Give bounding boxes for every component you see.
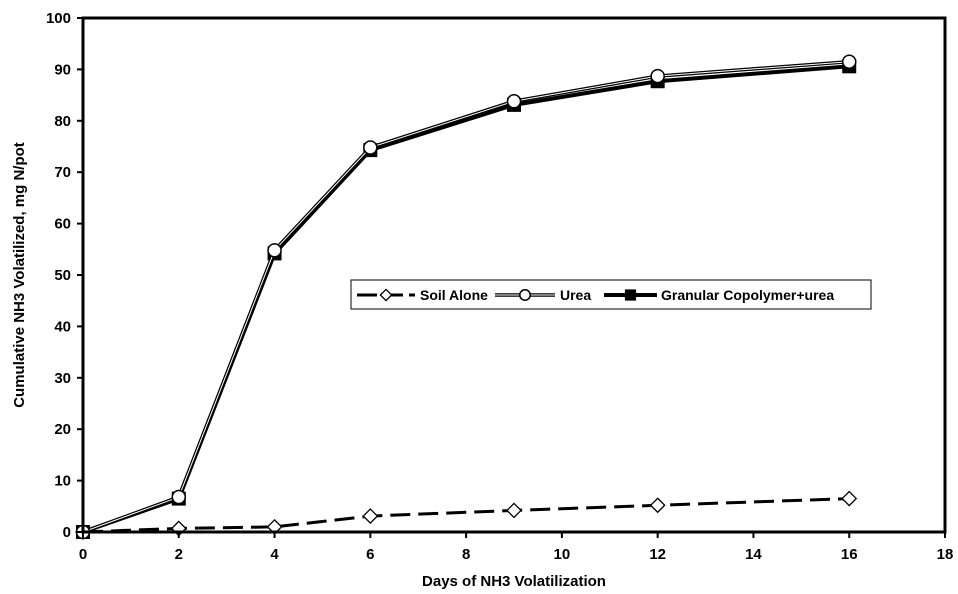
y-tick-label: 0 <box>63 524 71 541</box>
series-urea <box>75 54 857 540</box>
legend-marker <box>379 288 393 302</box>
x-tick-label: 0 <box>79 546 87 563</box>
legend-item: Urea <box>495 287 591 303</box>
y-axis-ticks: 0 10 20 30 40 50 60 70 80 90 100 <box>46 10 83 541</box>
y-tick-label: 10 <box>54 473 71 490</box>
legend-label: Soil Alone <box>420 287 488 303</box>
x-tick-label: 12 <box>649 546 666 563</box>
legend-label: Urea <box>560 287 591 303</box>
y-tick-label: 90 <box>54 61 71 78</box>
data-point <box>506 502 522 519</box>
x-tick-label: 6 <box>366 546 374 563</box>
data-point <box>363 140 378 155</box>
data-point <box>650 68 665 84</box>
x-tick-label: 16 <box>841 546 858 563</box>
y-tick-label: 80 <box>54 113 71 130</box>
y-tick-label: 60 <box>54 216 71 233</box>
x-axis-title: Days of NH3 Volatilization <box>422 573 606 590</box>
x-tick-label: 18 <box>937 546 954 563</box>
data-point <box>841 54 857 69</box>
x-tick-label: 8 <box>462 546 470 563</box>
y-axis-title: Cumulative NH3 Volatilized, mg N/pot <box>11 142 28 408</box>
legend-item: Granular Copolymer+urea <box>604 287 834 303</box>
y-tick-label: 30 <box>54 370 71 387</box>
data-point <box>171 489 187 505</box>
x-tick-label: 14 <box>745 546 762 563</box>
data-point <box>362 508 379 524</box>
x-tick-label: 2 <box>175 546 183 563</box>
legend-item: Soil Alone <box>357 287 488 303</box>
legend-marker <box>519 289 531 301</box>
y-tick-label: 100 <box>46 10 71 27</box>
legend-marker <box>624 289 637 301</box>
x-axis-ticks: 0 2 4 6 8 10 12 14 16 18 <box>79 532 954 563</box>
data-point <box>267 243 282 258</box>
legend: Soil Alone Urea Granular Copolymer+urea <box>350 279 872 310</box>
data-point <box>649 497 666 514</box>
y-tick-label: 50 <box>54 267 71 284</box>
y-tick-label: 20 <box>54 421 71 438</box>
y-tick-label: 70 <box>54 164 71 181</box>
y-tick-label: 40 <box>54 318 71 335</box>
data-point <box>506 94 522 109</box>
x-tick-label: 10 <box>554 546 571 563</box>
series-line <box>82 497 850 534</box>
data-point <box>841 490 858 507</box>
legend-label: Granular Copolymer+urea <box>661 287 834 303</box>
x-tick-label: 4 <box>270 546 279 563</box>
